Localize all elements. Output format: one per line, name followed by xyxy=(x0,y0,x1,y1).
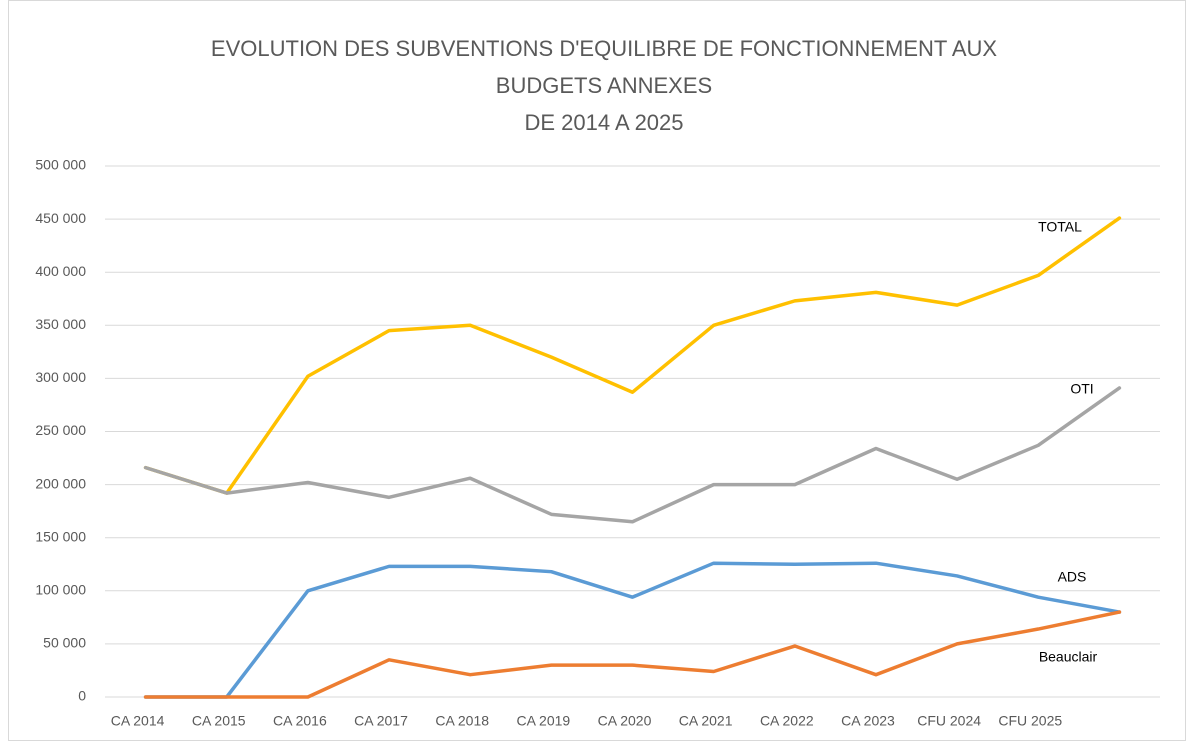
chart-frame xyxy=(8,0,1186,741)
x-tick-label: CA 2014 xyxy=(111,713,165,729)
x-tick-label: CA 2023 xyxy=(841,713,895,729)
y-tick-label: 200 000 xyxy=(35,475,86,491)
series-line xyxy=(143,561,1122,699)
x-tick-label: CA 2019 xyxy=(516,713,570,729)
chart-title: EVOLUTION DES SUBVENTIONS D'EQUILIBRE DE… xyxy=(211,36,997,61)
x-tick-label: CA 2020 xyxy=(598,713,652,729)
y-tick-label: 300 000 xyxy=(35,369,86,385)
y-tick-label: 150 000 xyxy=(35,528,86,544)
chart-title: DE 2014 A 2025 xyxy=(524,110,683,135)
x-tick-label: CA 2022 xyxy=(760,713,814,729)
series-label: OTI xyxy=(1070,381,1093,397)
series-label: Beauclair xyxy=(1039,649,1098,665)
x-tick-label: CA 2021 xyxy=(679,713,733,729)
y-tick-label: 100 000 xyxy=(35,582,86,598)
x-tick-label: CFU 2024 xyxy=(917,713,981,729)
y-tick-label: 250 000 xyxy=(35,422,86,438)
y-tick-label: 500 000 xyxy=(35,157,86,173)
y-tick-label: 450 000 xyxy=(35,210,86,226)
x-tick-label: CFU 2025 xyxy=(998,713,1062,729)
y-tick-label: 350 000 xyxy=(35,316,86,332)
x-tick-label: CA 2016 xyxy=(273,713,327,729)
series-line xyxy=(143,216,1122,495)
y-tick-label: 50 000 xyxy=(43,635,86,651)
series-label: ADS xyxy=(1058,569,1087,585)
series-label: TOTAL xyxy=(1038,219,1082,235)
x-tick-label: CA 2018 xyxy=(435,713,489,729)
chart-title: BUDGETS ANNEXES xyxy=(496,73,712,98)
y-tick-label: 400 000 xyxy=(35,263,86,279)
y-tick-label: 0 xyxy=(78,688,86,704)
x-tick-label: CA 2015 xyxy=(192,713,246,729)
series-line xyxy=(143,386,1122,524)
series-line xyxy=(143,610,1122,699)
x-tick-label: CA 2017 xyxy=(354,713,408,729)
